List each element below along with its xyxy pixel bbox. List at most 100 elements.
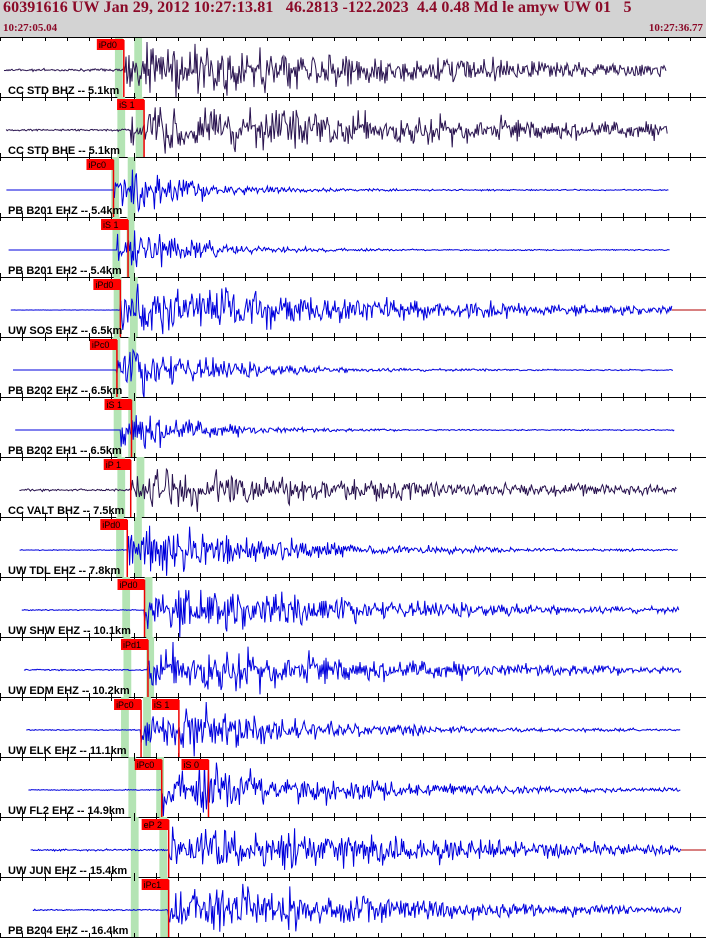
pick-label: iPc0 <box>88 160 106 170</box>
p-band <box>122 577 131 637</box>
pick-label: iS 1 <box>103 220 119 230</box>
pick-box <box>93 279 121 290</box>
station-label: PB B202 EHZ -- 6.5km <box>8 385 123 397</box>
s-band <box>130 277 138 337</box>
p-band <box>121 697 129 757</box>
station-label: PB B202 EH1 -- 6.5km <box>8 445 122 457</box>
trace-4: iPd0 UW SOS EHZ -- 6.5km <box>0 277 706 338</box>
p-band <box>130 817 139 877</box>
waveform <box>19 467 677 512</box>
pick-label: iPc0 <box>116 700 134 710</box>
trace-3: iS 1 PB B201 EH2 -- 5.4km <box>0 217 706 278</box>
trace-14: iPc1 PB B204 EHZ -- 16.4km <box>0 877 706 938</box>
pick-label: iPd0 <box>120 580 138 590</box>
time-end-label: 10:27:36.77 <box>648 22 703 34</box>
trace-7: iP 1 CC VALT BHZ -- 7.5km <box>0 457 706 518</box>
trace-2: iPc0 PB B201 EHZ -- 5.4km <box>0 157 706 218</box>
p-band <box>130 877 139 937</box>
pick-label: iS 1 <box>119 100 135 110</box>
pick-label: iPd0 <box>102 520 120 530</box>
pick-box <box>114 699 142 710</box>
p-band <box>113 277 122 337</box>
waveform <box>32 883 682 932</box>
station-label: UW TDL EHZ -- 7.8km <box>8 565 120 577</box>
station-label: UW ELK EHZ -- 11.1km <box>8 745 127 757</box>
s-band <box>136 457 145 517</box>
pick-label: iS 0 <box>183 760 199 770</box>
pick-label: eP 2 <box>144 820 162 830</box>
station-label: PB B201 EH2 -- 5.4km <box>8 265 122 277</box>
station-label: UW SOS EHZ -- 6.5km <box>8 325 123 337</box>
trace-12: iPc0 iS 0 UW FL2 EHZ -- 14.9km <box>0 757 706 818</box>
trace-10: iPd1 UW EDM EHZ -- 10.2km <box>0 637 706 698</box>
pick-box <box>86 159 114 170</box>
event-title: 60391616 UW Jan 29, 2012 10:27:13.81 46.… <box>3 0 632 16</box>
waveform <box>3 41 667 99</box>
waveform <box>8 230 670 268</box>
s-band <box>160 877 169 937</box>
plot-header: 60391616 UW Jan 29, 2012 10:27:13.81 46.… <box>0 0 706 37</box>
waveform <box>23 641 682 695</box>
p-band <box>128 757 137 817</box>
station-label: UW FL2 EHZ -- 14.9km <box>8 805 125 817</box>
pick-box <box>141 819 169 830</box>
pick-label: iPd1 <box>123 640 141 650</box>
p-band <box>117 97 126 157</box>
pick-box <box>134 759 162 770</box>
station-label: CC STD BHZ -- 5.1km <box>8 85 119 97</box>
pick-box <box>104 399 132 410</box>
pick-box <box>89 339 117 350</box>
station-label: CC VALT BHZ -- 7.5km <box>8 505 125 517</box>
pick-box <box>100 519 128 530</box>
trace-6: iS 1 PB B202 EH1 -- 6.5km <box>0 397 706 458</box>
pick-box <box>117 99 145 110</box>
waveform <box>6 169 669 213</box>
s-band <box>146 637 155 697</box>
s-band <box>135 97 144 157</box>
trace-9: iPd0 UW SHW EHZ -- 10.1km <box>0 577 706 638</box>
pick-box <box>117 579 145 590</box>
station-label: UW SHW EHZ -- 10.1km <box>8 625 131 637</box>
station-label: UW EDM EHZ -- 10.2km <box>8 685 130 697</box>
pick-label: iP 1 <box>106 460 121 470</box>
pick-label: iS 1 <box>106 400 122 410</box>
pick-box <box>181 759 209 770</box>
pick-box <box>120 639 148 650</box>
p-band <box>113 397 122 457</box>
station-label: UW JUN EHZ -- 15.4km <box>8 865 127 877</box>
s-band <box>144 577 153 637</box>
waveform <box>5 106 668 154</box>
time-start-label: 10:27:05.04 <box>3 22 58 34</box>
waveform <box>19 525 678 576</box>
waveform <box>21 589 680 638</box>
s-band <box>156 757 165 817</box>
s-band <box>159 817 168 877</box>
station-label: CC STD BHE -- 5.1km <box>8 145 120 157</box>
trace-5: iPc0 PB B202 EHZ -- 6.5km <box>0 337 706 399</box>
station-label: PB B201 EHZ -- 5.4km <box>8 205 123 217</box>
waveform <box>28 761 681 817</box>
waveform <box>13 348 673 399</box>
pick-box <box>103 459 131 470</box>
pick-label: iPd0 <box>99 40 117 50</box>
p-band <box>123 637 132 697</box>
trace-11: iPc0 iS 1 UW ELK EHZ -- 11.1km <box>0 697 706 758</box>
pick-box <box>141 879 169 890</box>
waveform <box>15 415 675 449</box>
pick-box <box>96 39 124 50</box>
pick-box <box>151 699 179 710</box>
pick-box <box>101 219 129 230</box>
pick-label: iS 1 <box>154 700 170 710</box>
trace-13: eP 2 UW JUN EHZ -- 15.4km <box>0 817 706 878</box>
waveform <box>30 826 682 871</box>
p-band <box>117 457 126 517</box>
pick-label: iPd0 <box>95 280 113 290</box>
pick-label: iPc1 <box>144 880 162 890</box>
p-band <box>116 517 124 577</box>
trace-8: iPd0 UW TDL EHZ -- 7.8km <box>0 517 706 578</box>
waveform <box>26 701 681 757</box>
station-label: PB B204 EHZ -- 16.4km <box>8 925 129 937</box>
trace-1: iS 1 CC STD BHE -- 5.1km <box>0 97 706 158</box>
